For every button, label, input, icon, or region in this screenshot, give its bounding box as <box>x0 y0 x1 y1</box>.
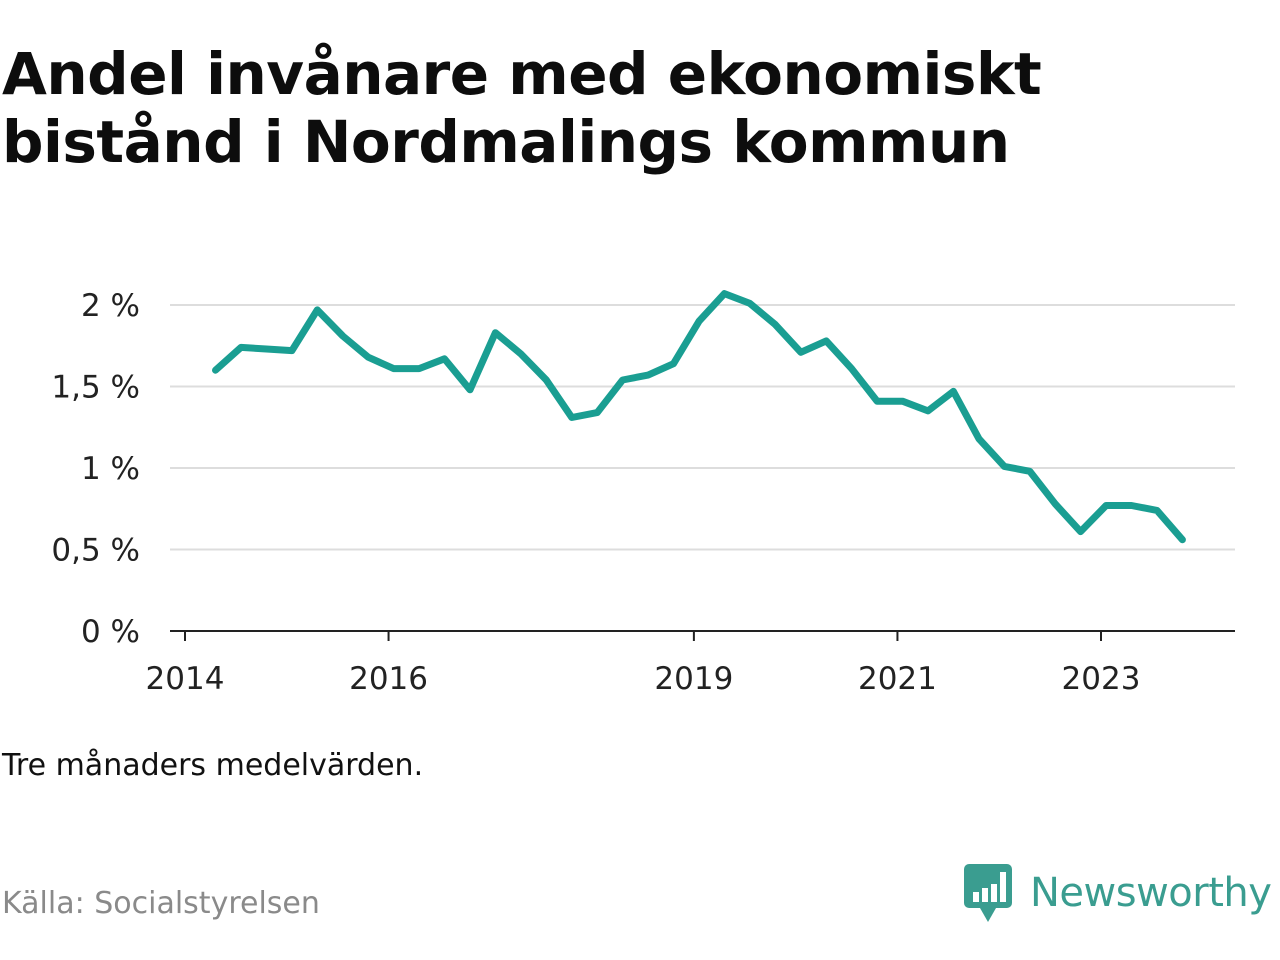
x-axis: 2014 2016 2019 2021 2023 <box>146 630 1235 697</box>
chart-title: Andel invånare med ekonomiskt bistånd i … <box>2 40 1042 176</box>
y-tick-label: 2 % <box>81 288 140 324</box>
chart-note: Tre månaders medelvärden. <box>2 748 424 783</box>
y-axis: 0 % 0,5 % 1 % 1,5 % 2 % <box>51 288 140 650</box>
y-tick-label: 0 % <box>81 614 140 650</box>
series-line <box>212 290 1186 544</box>
y-tick-label: 0,5 % <box>51 533 140 569</box>
y-tick-label: 1 % <box>81 451 140 487</box>
x-tick-label: 2016 <box>349 661 428 697</box>
source-text: Källa: Socialstyrelsen <box>2 886 320 921</box>
x-tick-label: 2021 <box>858 661 937 697</box>
data-series <box>212 290 1186 544</box>
newsworthy-logo-icon <box>964 864 1012 922</box>
gridlines <box>170 304 1235 551</box>
line-chart: 0 % 0,5 % 1 % 1,5 % 2 % 2014 2016 2019 2021 2023 <box>51 288 1235 697</box>
x-tick-label: 2014 <box>146 661 225 697</box>
x-tick-label: 2023 <box>1062 661 1141 697</box>
brand-logo[interactable]: Newsworthy <box>962 862 1272 924</box>
x-tick-label: 2019 <box>654 661 733 697</box>
y-tick-label: 1,5 % <box>51 370 140 406</box>
brand-name: Newsworthy <box>1030 870 1272 916</box>
